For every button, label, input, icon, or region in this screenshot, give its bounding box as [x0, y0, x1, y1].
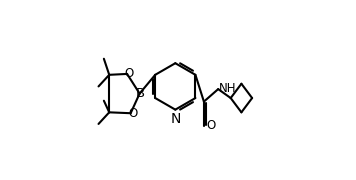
Text: NH: NH [219, 82, 237, 95]
Text: B: B [136, 87, 145, 100]
Text: O: O [129, 107, 138, 120]
Text: O: O [206, 119, 216, 132]
Text: O: O [125, 68, 134, 80]
Text: N: N [170, 112, 180, 126]
